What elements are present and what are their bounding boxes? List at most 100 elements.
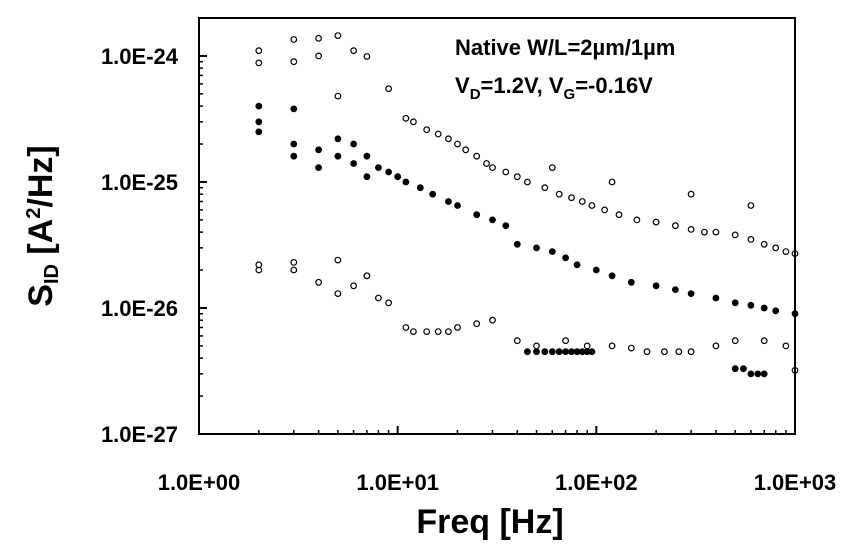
data-point [363,152,371,160]
data-point [429,190,437,198]
annotation-block: Native W/L=2µm/1µm VD=1.2V, VG=-0.16V [455,35,675,103]
data-point [334,256,342,264]
data-point [562,337,569,345]
annotation-text: =-0.16V [575,73,653,98]
annotation-text: V [455,73,470,98]
data-point [712,228,720,236]
data-point [772,244,780,252]
data-point [533,244,540,252]
data-point [350,160,358,167]
x-axis: 1.0E+00 1.0E+01 1.0E+02 1.0E+03 [158,426,837,495]
data-point [601,206,608,214]
data-point [255,118,263,126]
annotation-subscript: D [470,86,481,103]
data-point [782,248,790,256]
data-point [608,272,616,280]
y-axis-title-unit-open: [A [22,219,60,264]
data-point [489,316,496,324]
data-point [731,337,739,345]
data-point [524,178,531,186]
data-point [385,85,393,93]
data-point [454,140,461,148]
x-tick-label: 1.0E+03 [754,470,837,495]
data-point [290,266,298,274]
data-point [627,278,635,286]
annotation-line: VD=1.2V, VG=-0.16V [455,73,653,103]
data-point [423,126,431,134]
data-point [588,202,596,209]
data-point [350,47,358,55]
data-point [555,348,563,356]
data-point [423,328,431,336]
data-point [410,118,417,126]
data-point [687,225,695,233]
data-point [687,190,695,198]
data-point [315,278,323,286]
data-point [315,34,323,42]
data-point [562,348,569,356]
data-point [454,324,461,331]
data-point [502,222,510,230]
data-point [583,342,591,350]
data-point [672,286,679,294]
y-axis-title-superscript: 2 [23,208,45,219]
data-point [513,240,521,248]
data-point [462,146,470,154]
y-tick-label: 1.0E-25 [101,170,178,195]
data-point [473,211,481,219]
data-point [334,135,342,143]
data-point [416,184,424,192]
data-point [675,348,683,356]
data-point [548,248,556,256]
data-point [760,304,768,312]
data-point [533,342,540,350]
data-point [592,266,600,274]
plot-area-frame [198,17,796,435]
data-point [513,337,521,345]
data-point [687,290,695,298]
data-point [315,52,323,60]
data-point [489,164,496,172]
data-point [445,135,452,143]
data-point [541,348,549,356]
y-axis-title-unit-close: /Hz] [22,145,60,207]
data-point [255,261,263,269]
data-point [402,178,410,186]
data-point [334,290,342,298]
data-point [740,365,747,373]
data-point [568,348,575,356]
y-axis-title-subscript: ID [41,264,63,284]
data-point [608,178,616,186]
data-point [350,282,358,290]
data-point [363,173,371,181]
data-point [483,160,490,167]
data-point [334,32,342,39]
data-point [454,202,461,209]
data-point [754,370,762,378]
data-point [633,216,641,224]
data-point [568,194,575,202]
data-point [290,36,298,43]
data-point [533,348,540,356]
data-point [434,130,442,138]
data-point [548,348,556,356]
data-point [402,114,410,122]
data-point [410,328,417,336]
data-point [782,342,790,350]
data-point [747,235,755,243]
data-point [255,102,263,110]
data-point [334,92,342,100]
y-tick-label: 1.0E-27 [101,422,178,447]
data-point [562,254,569,262]
data-point [643,348,651,356]
data-point [350,140,358,148]
data-point [489,216,496,224]
data-point [608,342,616,350]
y-axis-title-prefix: S [22,284,60,307]
data-point [473,152,481,160]
data-point [760,240,768,248]
data-point [541,184,549,192]
x-axis-title: Freq [Hz] [416,503,563,541]
data-point [502,168,510,176]
data-point [652,218,660,226]
